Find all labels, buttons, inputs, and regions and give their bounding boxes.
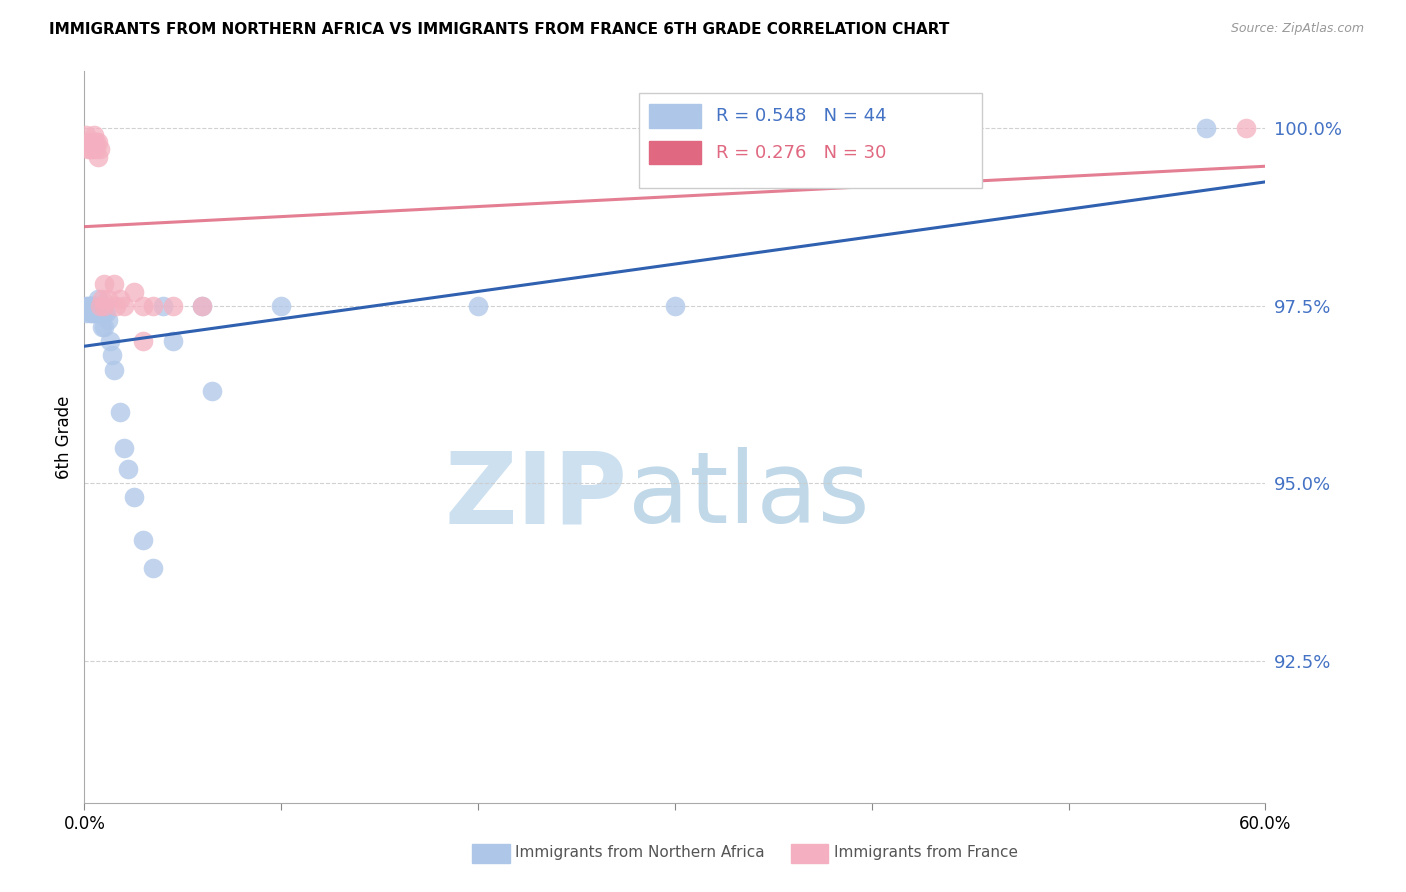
Point [83, 136, 105, 150]
Point [103, 277, 125, 292]
Point [87, 292, 110, 306]
Point [152, 299, 174, 313]
Point [142, 561, 165, 575]
Point [84, 136, 107, 150]
Point [79, 143, 101, 157]
Point [108, 292, 131, 306]
Point [89, 306, 111, 320]
Point [94, 306, 117, 320]
Point [79, 306, 101, 320]
Point [87, 299, 110, 313]
Point [132, 533, 155, 547]
Text: Source: ZipAtlas.com: Source: ZipAtlas.com [1230, 22, 1364, 36]
Point [270, 299, 292, 313]
Point [79, 299, 101, 313]
Point [93, 277, 115, 292]
Point [112, 299, 135, 313]
Point [89, 299, 111, 313]
Point [84, 306, 107, 320]
Text: atlas: atlas [627, 447, 869, 544]
Point [93, 299, 115, 313]
Point [93, 306, 115, 320]
Text: ZIP: ZIP [444, 447, 627, 544]
Point [191, 299, 214, 313]
Point [82, 306, 104, 320]
Point [162, 334, 184, 349]
Point [191, 299, 214, 313]
Point [93, 320, 115, 334]
Point [201, 384, 224, 398]
FancyBboxPatch shape [640, 94, 981, 188]
Point [87, 150, 110, 164]
Point [75, 128, 97, 143]
Text: R = 0.548   N = 44: R = 0.548 N = 44 [716, 107, 887, 125]
Point [1195, 121, 1218, 136]
Point [82, 136, 104, 150]
Point [98, 334, 121, 349]
Text: R = 0.276   N = 30: R = 0.276 N = 30 [716, 144, 887, 161]
Point [77, 136, 100, 150]
Point [93, 299, 115, 313]
Point [467, 299, 489, 313]
Point [75, 299, 97, 313]
Point [82, 299, 104, 313]
Point [91, 292, 114, 306]
Text: IMMIGRANTS FROM NORTHERN AFRICA VS IMMIGRANTS FROM FRANCE 6TH GRADE CORRELATION : IMMIGRANTS FROM NORTHERN AFRICA VS IMMIG… [49, 22, 949, 37]
Point [89, 299, 111, 313]
Point [108, 405, 131, 419]
Point [77, 143, 100, 157]
Point [84, 143, 107, 157]
Y-axis label: 6th Grade: 6th Grade [55, 395, 73, 479]
Point [77, 299, 100, 313]
Point [79, 299, 101, 313]
Point [104, 299, 127, 313]
FancyBboxPatch shape [650, 141, 700, 164]
Text: Immigrants from France: Immigrants from France [834, 845, 1018, 860]
Point [83, 128, 105, 143]
Point [82, 143, 104, 157]
Point [83, 299, 105, 313]
Point [122, 491, 145, 505]
Point [122, 285, 145, 299]
Text: Immigrants from Northern Africa: Immigrants from Northern Africa [516, 845, 765, 860]
Point [1234, 121, 1257, 136]
Point [84, 299, 107, 313]
Point [112, 441, 135, 455]
Point [97, 313, 120, 327]
Point [87, 306, 110, 320]
Point [132, 299, 155, 313]
Point [75, 306, 97, 320]
Point [97, 292, 120, 306]
FancyBboxPatch shape [650, 104, 700, 128]
Point [101, 348, 124, 362]
Point [117, 462, 139, 476]
FancyBboxPatch shape [472, 844, 509, 863]
Point [132, 334, 155, 349]
Point [142, 299, 165, 313]
Point [89, 143, 111, 157]
Point [83, 306, 105, 320]
Point [82, 299, 104, 313]
Point [87, 136, 110, 150]
Point [162, 299, 184, 313]
Point [91, 299, 114, 313]
Point [83, 299, 105, 313]
Point [84, 299, 107, 313]
Point [79, 136, 101, 150]
Point [91, 320, 114, 334]
FancyBboxPatch shape [790, 844, 828, 863]
Point [103, 362, 125, 376]
Point [664, 299, 686, 313]
